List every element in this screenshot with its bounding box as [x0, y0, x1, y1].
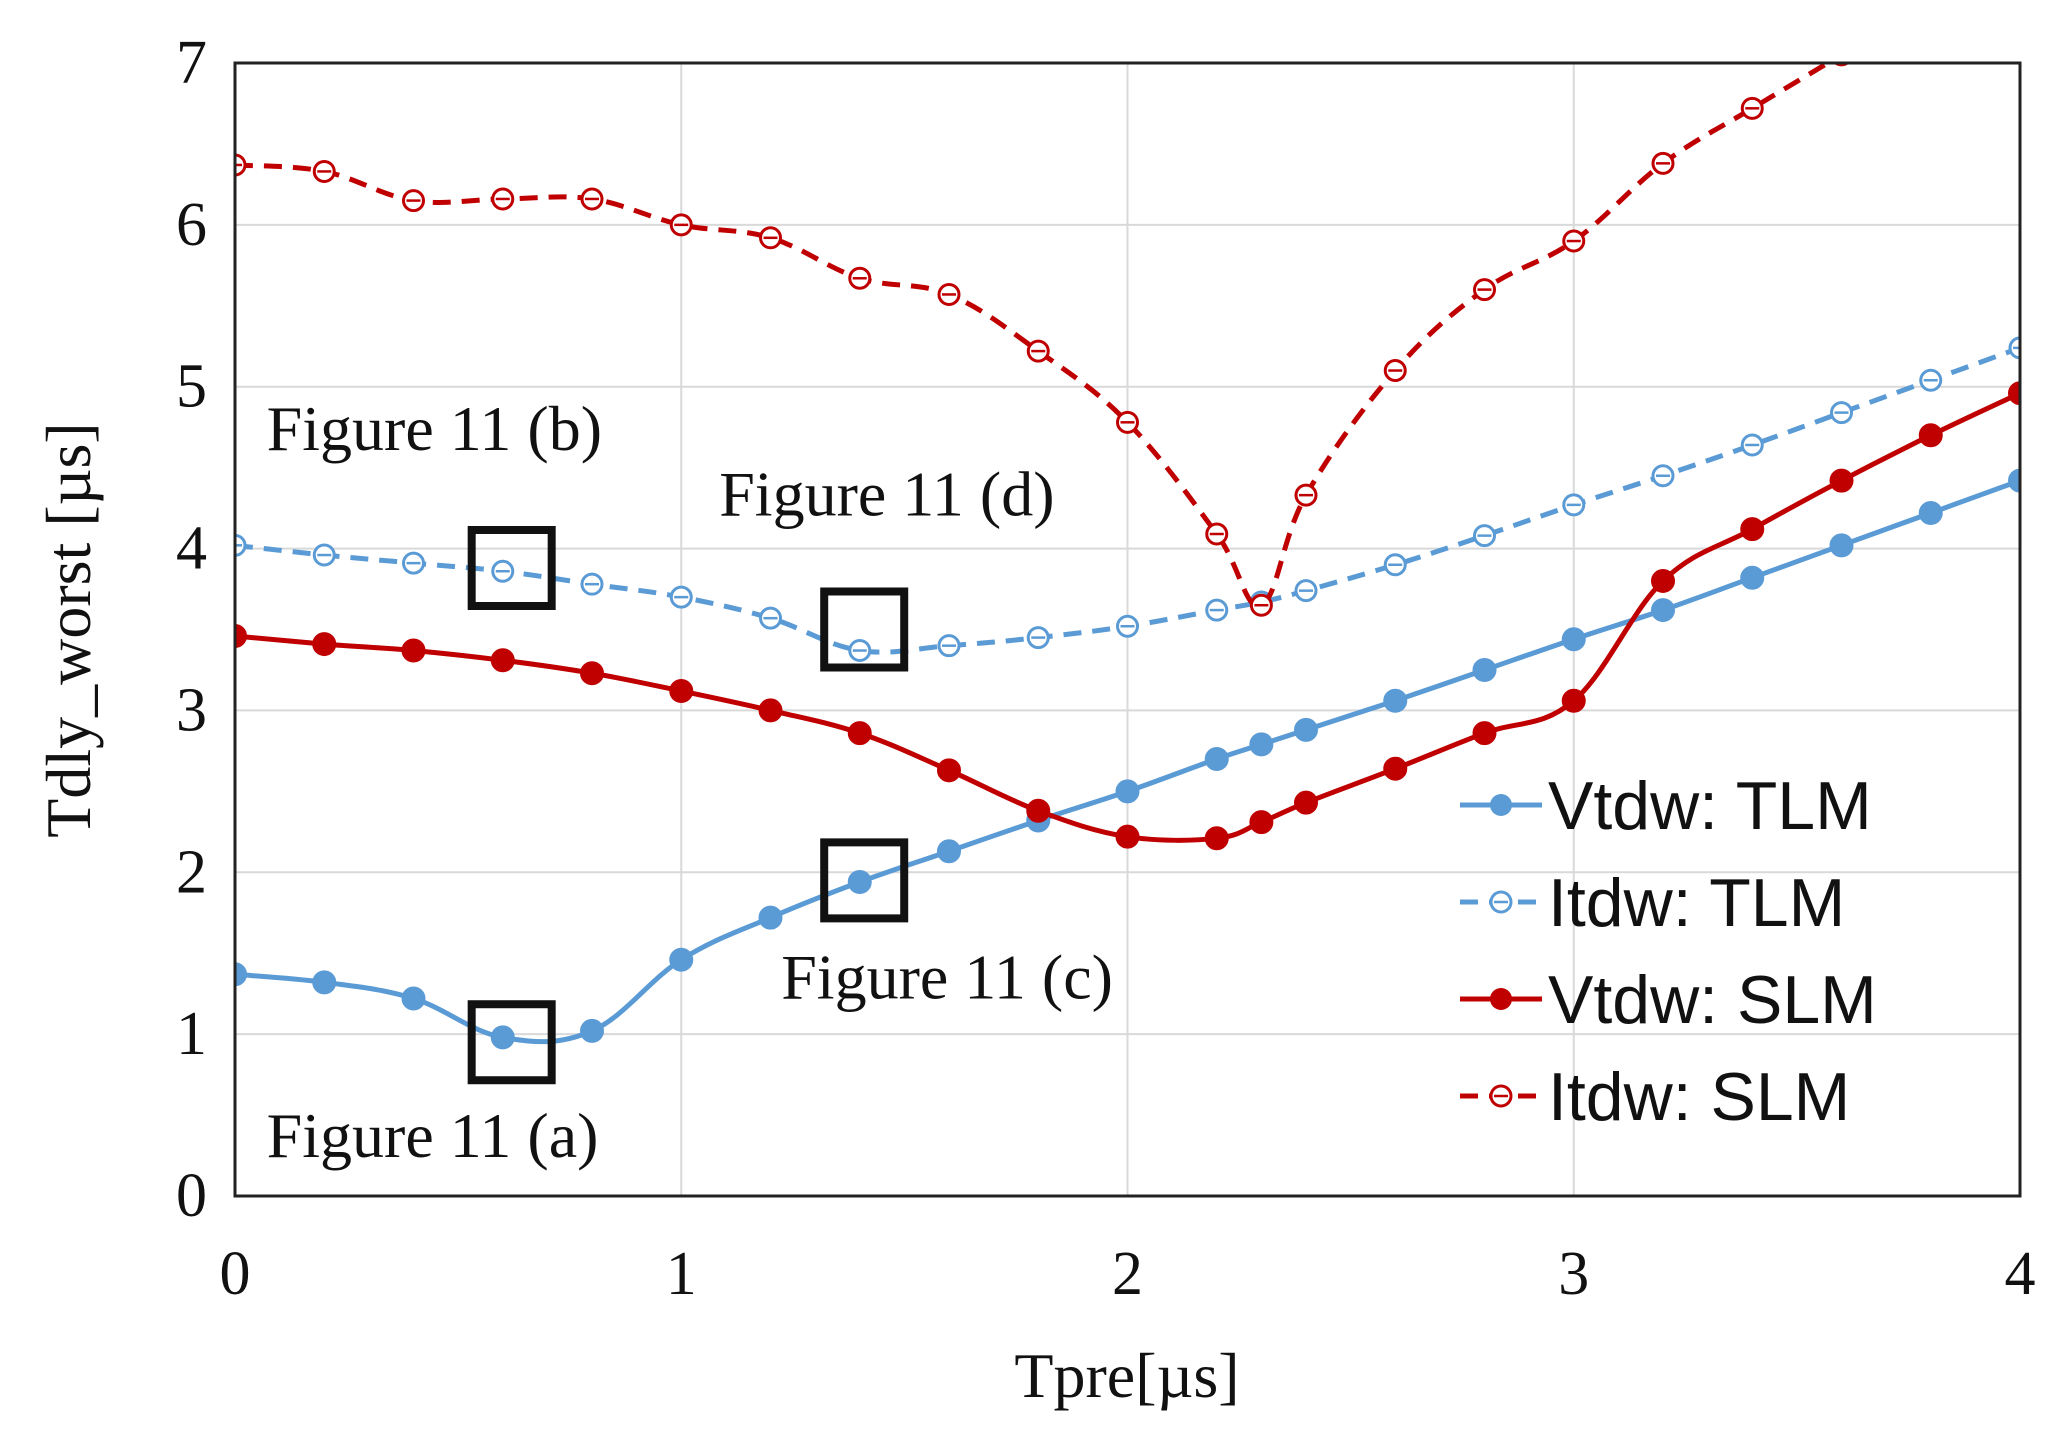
data-point-vtdw-tlm — [2008, 468, 2020, 493]
x-tick-label: 2 — [1112, 1240, 1143, 1308]
data-point-vtdw-slm — [1383, 756, 1408, 781]
annotation-label: Figure 11 (c) — [781, 941, 1113, 1012]
data-point-vtdw-tlm — [1249, 732, 1274, 757]
data-point-vtdw-tlm — [1740, 565, 1765, 590]
data-point-vtdw-tlm — [758, 905, 783, 930]
data-point-vtdw-slm — [1115, 824, 1140, 849]
data-point-vtdw-slm — [580, 661, 604, 686]
series-vtdw-slm — [235, 381, 2020, 851]
data-point-vtdw-slm — [312, 632, 337, 657]
y-axis-title: Tdly_worst [µs] — [33, 422, 104, 838]
plot-frame — [233, 61, 2022, 1198]
data-point-vtdw-tlm — [1383, 688, 1408, 713]
data-point-vtdw-slm — [1472, 721, 1497, 746]
series-vtdw-tlm — [235, 468, 2020, 1050]
data-point-vtdw-tlm — [235, 962, 247, 987]
y-tick-label: 7 — [176, 29, 207, 97]
data-point-vtdw-tlm — [669, 947, 694, 972]
y-tick-label: 2 — [176, 838, 207, 906]
data-point-vtdw-tlm — [1918, 500, 1943, 525]
data-point-vtdw-tlm — [580, 1018, 604, 1043]
data-point-vtdw-slm — [1829, 468, 1854, 493]
y-tick-labels: 0 1 2 3 4 5 6 7 — [176, 29, 207, 1230]
legend-label-itdw-slm: Itdw: SLM — [1548, 1059, 1850, 1135]
legend: Vtdw: TLM Itdw: TLM Vtdw: SLM Itdw: SLM — [1460, 768, 1877, 1135]
series-line-vtdw-slm — [235, 390, 2020, 843]
data-point-vtdw-tlm — [1472, 657, 1497, 682]
data-point-vtdw-tlm — [490, 1025, 515, 1050]
series-line-vtdw-tlm — [235, 478, 2020, 1045]
series-group — [235, 63, 2020, 1050]
data-point-vtdw-tlm — [312, 970, 337, 995]
x-tick-label: 1 — [666, 1240, 697, 1308]
legend-label-vtdw-slm: Vtdw: SLM — [1548, 962, 1877, 1038]
annotation-label: Figure 11 (a) — [267, 1100, 599, 1171]
data-point-vtdw-slm — [1026, 798, 1051, 823]
x-tick-label: 4 — [2005, 1240, 2036, 1308]
data-point-vtdw-slm — [1204, 826, 1229, 851]
data-point-vtdw-slm — [847, 721, 872, 746]
data-point-vtdw-slm — [1561, 688, 1586, 713]
series-itdw-slm — [235, 63, 1850, 617]
legend-label-itdw-tlm: Itdw: TLM — [1548, 865, 1845, 941]
annotation-box — [820, 587, 909, 672]
data-point-vtdw-slm — [1651, 568, 1675, 593]
data-point-vtdw-slm — [1918, 423, 1943, 448]
series-line-itdw-tlm — [235, 345, 2020, 655]
y-tick-label: 0 — [176, 1162, 207, 1230]
data-point-vtdw-slm — [1740, 517, 1765, 542]
y-tick-label: 1 — [176, 1000, 207, 1068]
y-tick-label: 6 — [176, 191, 207, 259]
data-point-vtdw-slm — [937, 758, 961, 783]
annotation-box — [820, 838, 909, 923]
legend-label-vtdw-tlm: Vtdw: TLM — [1548, 768, 1872, 844]
data-point-vtdw-slm — [1294, 790, 1318, 815]
annotation-group: Figure 11 (a) Figure 11 (b) Figure 11 (c) F… — [267, 393, 1113, 1171]
x-tick-label: 0 — [220, 1240, 251, 1308]
data-point-vtdw-tlm — [1294, 717, 1318, 742]
data-point-vtdw-tlm — [1115, 779, 1140, 804]
series-line-itdw-slm — [235, 63, 1833, 609]
data-point-vtdw-tlm — [1829, 533, 1854, 558]
data-point-vtdw-tlm — [1561, 627, 1586, 652]
x-tick-label: 3 — [1558, 1240, 1589, 1308]
data-point-vtdw-tlm — [847, 869, 872, 894]
annotation-box — [467, 1000, 556, 1085]
annotation-box — [467, 525, 556, 610]
annotation-label: Figure 11 (b) — [267, 393, 602, 464]
data-point-vtdw-tlm — [1651, 598, 1675, 623]
data-point-vtdw-slm — [758, 698, 783, 723]
data-point-vtdw-slm — [490, 648, 515, 673]
y-tick-label: 5 — [176, 353, 207, 421]
legend-marker-vtdw-slm — [1490, 988, 1512, 1010]
legend-marker-vtdw-tlm — [1490, 794, 1512, 816]
data-point-vtdw-tlm — [1204, 746, 1229, 771]
y-tick-label: 3 — [176, 676, 207, 744]
y-tick-label: 4 — [176, 515, 207, 583]
x-axis-title: Tpre[µs] — [1014, 1340, 1239, 1411]
data-point-vtdw-slm — [235, 623, 247, 648]
data-point-vtdw-slm — [1249, 810, 1274, 835]
x-tick-labels: 0 1 2 3 4 — [220, 1240, 2036, 1308]
data-point-vtdw-slm — [669, 679, 694, 704]
annotation-label: Figure 11 (d) — [719, 459, 1054, 530]
data-point-vtdw-tlm — [937, 839, 961, 864]
series-itdw-tlm — [235, 336, 2020, 663]
data-point-vtdw-slm — [401, 638, 426, 663]
data-point-vtdw-tlm — [401, 986, 426, 1011]
data-point-vtdw-slm — [2008, 381, 2020, 406]
